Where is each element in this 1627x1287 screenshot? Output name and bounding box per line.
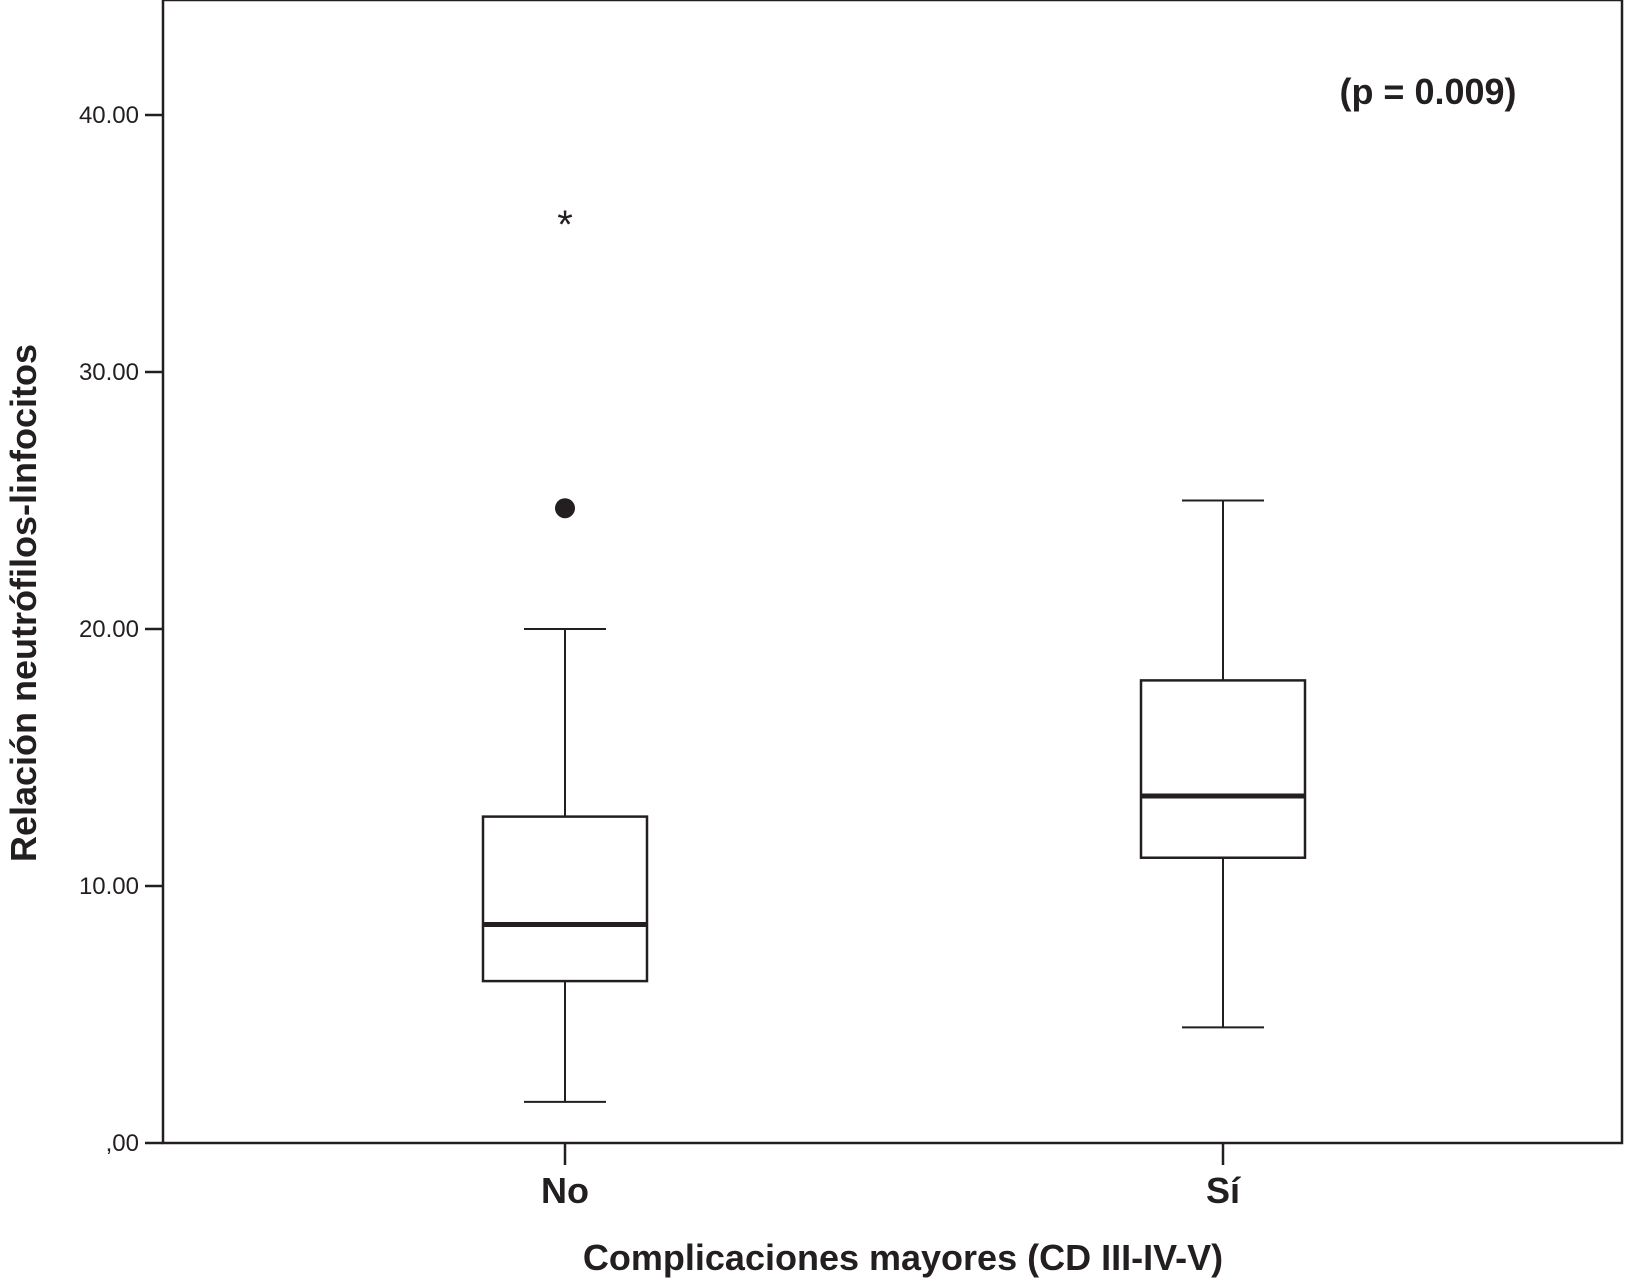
y-tick-label: 40.00 (79, 102, 139, 129)
x-category-label: Sí (1206, 1170, 1241, 1211)
x-axis: No Sí (541, 1143, 1241, 1211)
x-axis-title: Complicaciones mayores (CD III-IV-V) (583, 1237, 1223, 1278)
box-group-Sí (1139, 499, 1307, 1029)
iqr-box (1139, 679, 1307, 859)
iqr-box (481, 815, 649, 983)
y-tick-label: 30.00 (79, 359, 139, 386)
x-category-label: No (541, 1170, 589, 1211)
y-tick-label: 20.00 (79, 616, 139, 643)
y-tick-label: 10.00 (79, 873, 139, 900)
plot-frame (161, 0, 1624, 1145)
y-axis: ,00 10.00 20.00 30.00 40.00 (79, 102, 163, 1157)
outlier-point (555, 498, 575, 519)
box-series: * (481, 203, 1307, 1103)
p-value-annotation: (p = 0.009) (1339, 71, 1516, 112)
box-group-No: * (481, 203, 649, 1103)
y-tick-label: ,00 (106, 1130, 139, 1157)
extreme-point: * (557, 203, 573, 247)
y-axis-title: Relación neutrófilos-linfocitos (3, 344, 44, 862)
